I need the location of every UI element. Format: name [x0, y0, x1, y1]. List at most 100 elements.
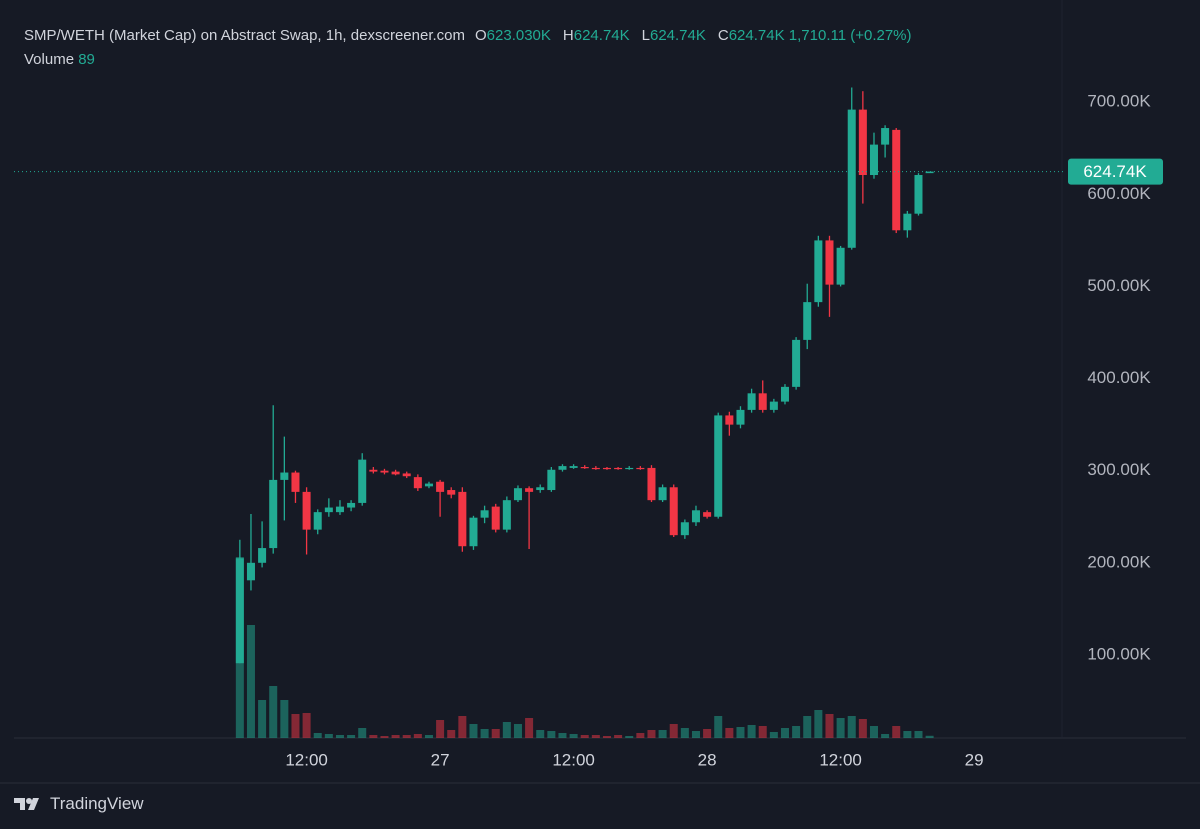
candle-body: [335, 506, 344, 513]
volume-bar: [591, 735, 600, 738]
candle-body: [302, 491, 311, 530]
volume-bar: [725, 728, 734, 738]
candle-body: [491, 506, 500, 530]
volume-bar: [858, 719, 867, 738]
candle-body: [558, 466, 567, 470]
candle-body: [903, 213, 912, 231]
y-tick-label: 600.00K: [1087, 184, 1151, 203]
candle-body: [569, 466, 578, 468]
candle-body: [347, 502, 356, 508]
candle-body: [814, 240, 823, 303]
x-tick-label: 28: [698, 750, 717, 769]
volume-bar: [803, 716, 812, 738]
volume-row: Volume 89: [24, 48, 912, 72]
volume-bar: [335, 735, 344, 738]
ohlc-label: L: [641, 27, 650, 44]
volume-bar: [747, 725, 756, 738]
candle-body: [480, 510, 489, 518]
candle-body: [847, 109, 856, 248]
candle-body: [614, 467, 623, 470]
ohlc-label: C: [717, 27, 729, 44]
candle-body: [402, 473, 411, 477]
y-tick-label: 500.00K: [1087, 276, 1151, 295]
volume-bar: [814, 710, 823, 738]
candle-body: [291, 472, 300, 492]
volume-bar: [669, 724, 678, 738]
candle-body: [380, 470, 389, 473]
volume-bar: [914, 731, 923, 738]
volume-bar: [458, 716, 467, 738]
volume-bar: [547, 731, 556, 738]
candle-body: [502, 500, 511, 530]
candle-body: [825, 240, 834, 285]
volume-bar: [324, 734, 333, 738]
y-tick-label: 200.00K: [1087, 552, 1151, 571]
volume-bar: [769, 732, 778, 738]
volume-bar: [847, 716, 856, 738]
candle-body: [602, 467, 611, 470]
candle-body: [269, 479, 278, 549]
candle-body: [669, 487, 678, 536]
volume-bar: [703, 729, 712, 738]
candle-body: [324, 507, 333, 513]
volume-bar: [413, 734, 422, 738]
volume-bar: [925, 735, 934, 738]
volume-bar: [625, 736, 634, 738]
volume-bar: [647, 730, 656, 738]
candle-body: [246, 562, 255, 581]
candle-body: [769, 401, 778, 410]
candle-body: [636, 467, 645, 470]
volume-bar: [269, 686, 278, 738]
volume-bar: [491, 729, 500, 738]
candle-body: [625, 467, 634, 470]
volume-bar: [780, 728, 789, 738]
candle-body: [369, 469, 378, 472]
last-price-label: 624.74K: [1083, 162, 1147, 181]
volume-bar: [402, 735, 411, 738]
candle-body: [591, 467, 600, 470]
volume-bar: [358, 728, 367, 738]
brand[interactable]: TradingView: [50, 794, 144, 813]
volume-bar: [892, 726, 901, 738]
candle-body: [280, 472, 289, 480]
volume-bar: [558, 733, 567, 738]
candle-body: [358, 459, 367, 503]
volume-bar: [903, 731, 912, 738]
candle-body: [892, 129, 901, 231]
candle-body: [725, 415, 734, 425]
volume-bar: [291, 714, 300, 738]
candle-body: [313, 512, 322, 530]
x-tick-label: 29: [965, 750, 984, 769]
candle-body: [691, 510, 700, 523]
ohlc: O623.030K H624.74K L624.74K C624.74K: [465, 27, 785, 44]
candle-body: [647, 467, 656, 501]
x-tick-label: 12:00: [819, 750, 862, 769]
volume-bar: [424, 735, 433, 738]
legend-row: SMP/WETH (Market Cap) on Abstract Swap, …: [24, 24, 912, 48]
candle-body: [525, 488, 534, 492]
ohlc-value: 624.74K: [573, 27, 630, 44]
candle-body: [881, 128, 890, 145]
candle-body: [413, 477, 422, 489]
candle-body: [458, 491, 467, 547]
candle-body: [925, 171, 934, 174]
candle-body: [703, 512, 712, 517]
candle-body: [714, 415, 723, 517]
candle-body: [680, 522, 689, 536]
candle-body: [914, 175, 923, 214]
volume-bar: [836, 718, 845, 738]
volume-bar: [869, 726, 878, 738]
legend: SMP/WETH (Market Cap) on Abstract Swap, …: [24, 24, 912, 72]
volume-bar: [602, 736, 611, 738]
volume-bar: [691, 731, 700, 738]
x-tick-label: 27: [431, 750, 450, 769]
volume-bar: [347, 735, 356, 738]
candle-body: [547, 469, 556, 491]
candle-body: [836, 247, 845, 285]
logo: [14, 798, 39, 810]
symbol-title: SMP/WETH (Market Cap) on Abstract Swap, …: [24, 27, 465, 44]
candle-body: [736, 409, 745, 425]
candle-body: [235, 558, 244, 664]
